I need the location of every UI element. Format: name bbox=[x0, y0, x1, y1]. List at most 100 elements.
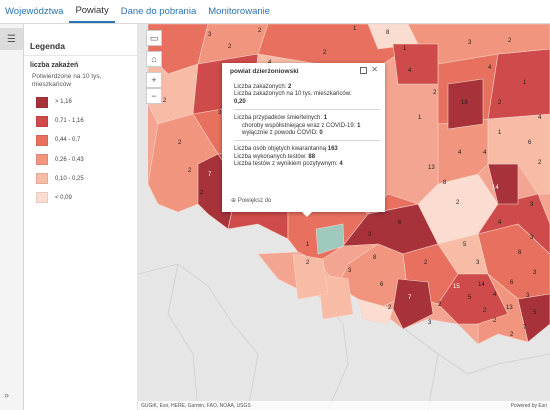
tab-powiaty[interactable]: Powiaty bbox=[69, 0, 115, 23]
popup-section-deaths: Liczba przypadków śmiertelnych: 1 chorob… bbox=[234, 113, 380, 142]
district-count-label: 2 bbox=[424, 260, 428, 266]
district-labels: 2 1 8 3 2 1 4 1 4 4 3 2 1 2 2 7 6 14 2 1… bbox=[163, 26, 542, 338]
district-count-label: 2 bbox=[498, 100, 502, 106]
popup-section-cases: Liczba zakażonych: 2 Liczba zakażonych n… bbox=[234, 82, 380, 111]
district-count-label: 3 bbox=[526, 293, 530, 299]
popup-line: Liczba zakażonych: 2 bbox=[234, 84, 380, 91]
basemap-gallery-button[interactable]: ▭ bbox=[146, 30, 162, 46]
popup-line: Liczba przypadków śmiertelnych: 1 bbox=[234, 115, 380, 122]
district-count-label: 18 bbox=[461, 100, 468, 106]
quarantine-value: 163 bbox=[327, 146, 338, 153]
expand-panel-button[interactable]: » bbox=[4, 390, 9, 400]
popup-line: Liczba testów z wynikiem pozytywnym: 4 bbox=[234, 161, 380, 168]
district-count-label: 5 bbox=[463, 242, 467, 248]
legend-toggle-button[interactable]: ☰ bbox=[0, 28, 23, 50]
map-attribution: GUGiK, Esri, HERE, Garmin, FAO, NOAA, US… bbox=[138, 401, 550, 410]
home-button[interactable]: ⌂ bbox=[146, 51, 162, 67]
top-tab-bar: Województwa Powiaty Dane do pobrania Mon… bbox=[0, 0, 550, 24]
district-count-label: 3 bbox=[348, 268, 352, 274]
minus-icon: − bbox=[151, 91, 157, 101]
zoom-in-button[interactable]: + bbox=[146, 72, 162, 88]
tab-dane-do-pobrania[interactable]: Dane do pobrania bbox=[120, 6, 197, 17]
district-count-label: 5 bbox=[468, 295, 472, 301]
dock-popup-button[interactable] bbox=[360, 67, 367, 74]
legend-class-label: 0,44 - 0,7 bbox=[55, 137, 81, 144]
district-count-label: 7 bbox=[408, 295, 412, 301]
comorbidity-value: 1 bbox=[357, 122, 361, 129]
attribution-text[interactable]: GUGiK, Esri, HERE, Garmin, FAO, NOAA, US… bbox=[141, 402, 251, 409]
tests-value: 88 bbox=[308, 153, 316, 160]
district-count-label: 7 bbox=[523, 325, 527, 331]
legend-class-label: > 1,16 bbox=[55, 99, 72, 105]
district-count-label: 3 bbox=[218, 110, 222, 116]
popup-section-tests: Liczba osób objętych kwarantanną 163 Lic… bbox=[234, 144, 380, 171]
close-popup-button[interactable]: ✕ bbox=[371, 65, 378, 74]
district-count-label: 2 bbox=[306, 260, 310, 266]
district-count-label: 13 bbox=[506, 305, 513, 311]
tab-wojewodztwa[interactable]: Województwa bbox=[5, 6, 64, 17]
feature-popup: powiat dzierżoniowski ✕ Liczba zakażonyc… bbox=[222, 63, 385, 217]
district-count-label: 3 bbox=[428, 320, 432, 326]
district-count-label: 7 bbox=[208, 172, 212, 178]
legend-panel: Legenda liczba zakażeń Potwierdzone na 1… bbox=[24, 24, 138, 410]
district-count-label: 8 bbox=[518, 250, 522, 256]
district-count-label: 2 bbox=[493, 318, 497, 324]
legend-class: > 1,16 bbox=[30, 95, 137, 109]
district-count-label: 6 bbox=[380, 282, 384, 288]
district-count-label: 8 bbox=[386, 30, 390, 36]
district-count-label: 4 bbox=[408, 68, 412, 74]
district-count-label: 5 bbox=[533, 310, 537, 316]
district-count-label: 2 bbox=[178, 140, 182, 146]
popup-line: Liczba wykonanych testów: 88 bbox=[234, 154, 380, 161]
district-count-label: 3 bbox=[468, 40, 472, 46]
district-count-label: 2 bbox=[228, 44, 232, 50]
popup-line: Liczba zakażonych na 10 tys. mieszkańców… bbox=[234, 91, 380, 98]
quarantine-label: Liczba osób objętych kwarantanną bbox=[234, 146, 327, 153]
popup-content: Liczba zakażonych: 2 Liczba zakażonych n… bbox=[234, 82, 380, 175]
district-count-label: 3 bbox=[368, 232, 372, 238]
district-count-label: 14 bbox=[492, 185, 499, 191]
legend-class: 0,10 - 0,25 bbox=[30, 172, 137, 186]
legend-class-label: 0,71 - 1,16 bbox=[55, 118, 84, 125]
legend-class-label: 0,26 - 0,43 bbox=[55, 156, 84, 163]
positive-tests-value: 4 bbox=[339, 161, 343, 168]
zoom-to-button[interactable]: ⊕ Powiększ do bbox=[231, 197, 271, 204]
legend-header: Legenda bbox=[24, 36, 137, 56]
district-count-label: 8 bbox=[373, 255, 377, 261]
popup-line: 0,20 bbox=[234, 99, 380, 106]
zoom-to-icon: ⊕ bbox=[231, 198, 237, 204]
legend-field-title: Potwierdzone na 10 tys. mieszkańców bbox=[32, 73, 102, 88]
powered-by-esri[interactable]: Powered by Esri bbox=[510, 402, 547, 409]
district-count-label: 4 bbox=[458, 150, 462, 156]
district-count-label: 3 bbox=[208, 32, 212, 38]
district-count-label: 2 bbox=[508, 38, 512, 44]
zoom-out-button[interactable]: − bbox=[146, 88, 162, 104]
rate-value: 0,20 bbox=[234, 98, 246, 105]
popup-line: choroby współistniejące wraz z COVID-19:… bbox=[234, 123, 380, 130]
popup-line: wyłącznie z powodu COVID: 0 bbox=[234, 130, 380, 137]
district-count-label: 2 bbox=[438, 302, 442, 308]
tests-label: Liczba wykonanych testów: bbox=[234, 153, 307, 160]
district-count-label: 4 bbox=[483, 150, 487, 156]
legend-body: liczba zakażeń Potwierdzone na 10 tys. m… bbox=[24, 56, 137, 205]
district-count-label: 1 bbox=[403, 46, 407, 52]
district-count-label: 2 bbox=[388, 305, 392, 311]
legend-class: 0,71 - 1,16 bbox=[30, 114, 137, 128]
district-count-label: 8 bbox=[443, 180, 447, 186]
legend-swatch bbox=[36, 154, 48, 166]
district-count-label: 1 bbox=[523, 80, 527, 86]
tab-monitorowanie[interactable]: Monitorowanie bbox=[208, 6, 271, 17]
legend-swatch bbox=[36, 96, 48, 108]
comorbidity-label: choroby współistniejące wraz z COVID-19: bbox=[242, 122, 356, 129]
district-count-label: 6 bbox=[528, 140, 532, 146]
district-count-label: 14 bbox=[478, 282, 485, 288]
district-count-label: 3 bbox=[530, 235, 534, 241]
popup-title: powiat dzierżoniowski bbox=[230, 68, 299, 75]
zoom-to-label: Powiększ do bbox=[237, 198, 272, 204]
legend-class: 0,26 - 0,43 bbox=[30, 153, 137, 167]
popup-pointer bbox=[302, 212, 312, 217]
district-count-label: 6 bbox=[398, 220, 402, 226]
district-count-label: 1 bbox=[306, 242, 310, 248]
cases-label: Liczba zakażonych: bbox=[234, 84, 287, 90]
